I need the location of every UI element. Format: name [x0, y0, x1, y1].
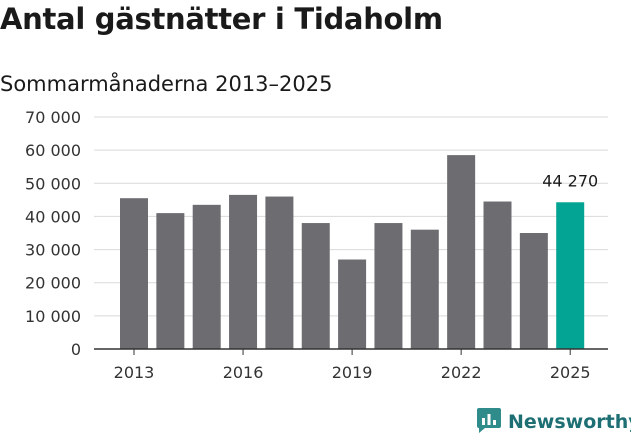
x-tick-label: 2025	[550, 363, 591, 382]
x-tick-label: 2022	[441, 363, 482, 382]
chart-subtitle: Sommarmånaderna 2013–2025	[0, 72, 333, 96]
y-tick-label: 0	[71, 340, 81, 359]
bar	[338, 259, 367, 349]
bar	[374, 223, 403, 349]
y-tick-label: 40 000	[25, 207, 81, 226]
x-tick-label: 2013	[114, 363, 155, 382]
y-tick-label: 20 000	[25, 274, 81, 293]
brand-name: Newsworthy	[508, 411, 631, 433]
bar	[120, 198, 148, 349]
newsworthy-logo-icon	[476, 406, 502, 438]
bar	[156, 213, 185, 349]
x-tick-label: 2019	[332, 363, 373, 382]
y-tick-label: 50 000	[25, 174, 81, 193]
newsworthy-brand: Newsworthy	[476, 407, 631, 437]
y-tick-label: 60 000	[25, 141, 81, 160]
bar-highlight	[556, 202, 585, 349]
bar	[301, 223, 330, 349]
data-label: 44 270	[542, 171, 598, 190]
y-tick-label: 10 000	[25, 307, 81, 326]
bar	[519, 233, 548, 349]
bar-chart: 0 10 000 20 000 30 000 40 000 50 000 60 000 70 …	[25, 108, 608, 382]
y-tick-label: 70 000	[25, 108, 81, 127]
chart-title: Antal gästnätter i Tidaholm	[0, 2, 443, 36]
bar	[483, 201, 512, 349]
x-tick-label: 2016	[223, 363, 264, 382]
y-tick-label: 30 000	[25, 241, 81, 260]
bar	[410, 229, 439, 349]
bar	[265, 196, 294, 349]
bar	[192, 204, 221, 349]
bar	[447, 155, 476, 349]
bar	[229, 194, 258, 349]
